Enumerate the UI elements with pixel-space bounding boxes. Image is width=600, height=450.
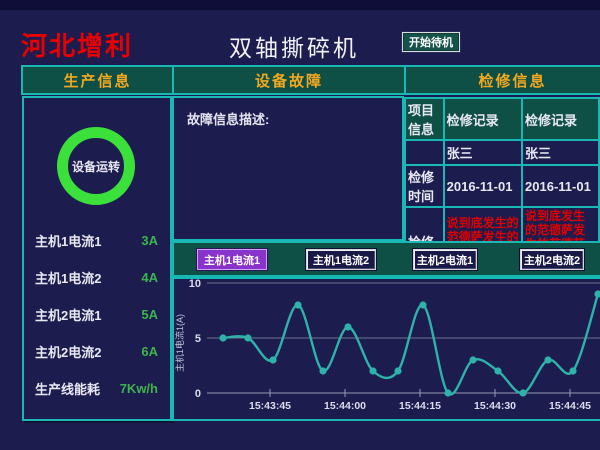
- production-rows: 主机1电流1 3A 主机1电流2 4A 主机2电流1 5A 主机2电流2 6A …: [35, 222, 158, 407]
- fault-panel: 故障信息描述:: [172, 96, 404, 241]
- section-header-maintenance: 检修信息: [404, 67, 600, 93]
- maintenance-cell-date: 2016-11-01: [521, 164, 600, 208]
- section-header-bar: 生产信息 设备故障 检修信息: [21, 65, 600, 95]
- trend-button-main1-current1[interactable]: 主机1电流1: [197, 249, 267, 270]
- svg-text:15:44:30: 15:44:30: [474, 400, 516, 412]
- maintenance-cell-record-header: 检修记录: [442, 97, 524, 141]
- production-row: 主机2电流1 5A: [35, 296, 158, 333]
- svg-text:5: 5: [195, 333, 201, 345]
- production-row-label: 主机1电流2: [35, 271, 102, 286]
- status-ring-indicator: 设备运转: [57, 127, 135, 205]
- page-title: 双轴撕碎机: [229, 35, 359, 61]
- maintenance-table-row: 张三 张三: [404, 139, 600, 166]
- production-row: 主机2电流2 6A: [35, 333, 158, 370]
- maintenance-cell-record-header: 检修记录: [521, 97, 600, 141]
- production-row-value: 7Kw/h: [119, 381, 158, 396]
- production-row-value: 5A: [141, 307, 158, 322]
- top-strip: [0, 0, 600, 10]
- maintenance-cell-empty: [404, 139, 445, 166]
- production-row: 生产线能耗 7Kw/h: [35, 370, 158, 407]
- svg-text:15:43:45: 15:43:45: [249, 400, 291, 412]
- production-row: 主机1电流2 4A: [35, 259, 158, 296]
- maintenance-table-row: 检修时间 2016-11-01 2016-11-01: [404, 164, 600, 208]
- status-ring-label: 设备运转: [71, 159, 120, 174]
- start-standby-button[interactable]: 开始待机: [402, 32, 460, 52]
- svg-text:15:44:15: 15:44:15: [399, 400, 441, 412]
- svg-text:15:44:00: 15:44:00: [324, 400, 366, 412]
- production-row-value: 4A: [141, 270, 158, 285]
- fault-description-label: 故障信息描述:: [187, 112, 270, 127]
- production-panel: 设备运转 主机1电流1 3A 主机1电流2 4A 主机2电流1 5A 主机2电流…: [22, 96, 172, 421]
- maintenance-cell-date: 2016-11-01: [442, 164, 524, 208]
- production-row-value: 3A: [141, 233, 158, 248]
- production-row-label: 主机1电流1: [35, 234, 102, 249]
- production-row: 主机1电流1 3A: [35, 222, 158, 259]
- svg-text:10: 10: [189, 279, 201, 290]
- section-header-fault: 设备故障: [172, 67, 404, 93]
- svg-text:主机1电流1(A): 主机1电流1(A): [174, 314, 185, 372]
- production-row-label: 生产线能耗: [35, 382, 101, 397]
- trend-line-chart: 0 5 10 15:43:45 15:44:00 15:44:15 15:44:30 15:4…: [174, 279, 600, 412]
- svg-text:0: 0: [195, 388, 201, 400]
- trend-button-main1-current2[interactable]: 主机1电流2: [306, 249, 376, 270]
- trend-button-main2-current2[interactable]: 主机2电流2: [520, 249, 584, 270]
- trend-button-bar: 主机1电流1 主机1电流2 主机2电流1 主机2电流2: [172, 241, 600, 277]
- production-row-value: 6A: [141, 344, 158, 359]
- maintenance-cell-person: 张三: [521, 139, 600, 166]
- maintenance-table-header-row: 项目信息 检修记录 检修记录: [404, 97, 600, 141]
- maintenance-cell-project-info: 项目信息: [404, 97, 445, 141]
- maintenance-cell-time-label: 检修时间: [404, 164, 445, 208]
- maintenance-cell-person: 张三: [442, 139, 524, 166]
- logo-text: 河北增利: [21, 31, 134, 61]
- production-row-label: 主机2电流2: [35, 345, 102, 360]
- trend-button-main2-current1[interactable]: 主机2电流1: [413, 249, 477, 270]
- section-header-production: 生产信息: [63, 72, 132, 90]
- svg-text:15:44:45: 15:44:45: [549, 400, 591, 412]
- trend-chart-panel: 0 5 10 15:43:45 15:44:00 15:44:15 15:44:30 15:4…: [172, 277, 600, 421]
- production-row-label: 主机2电流1: [35, 308, 102, 323]
